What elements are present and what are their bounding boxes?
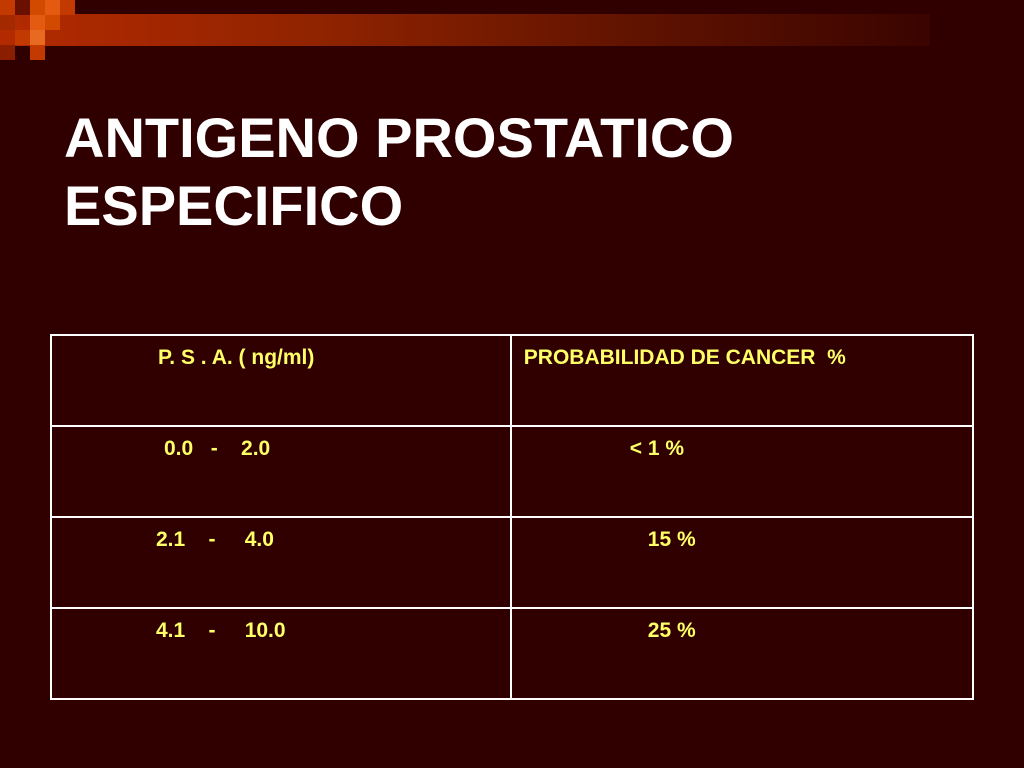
title-line-1: ANTIGENO PROSTATICO	[64, 106, 734, 169]
psa-range-cell: 0.0 - 2.0	[50, 425, 512, 518]
title-line-2: ESPECIFICO	[64, 174, 404, 237]
table-row: 4.1 - 10.0 25 %	[50, 607, 975, 700]
probability-cell: 15 %	[509, 516, 975, 609]
psa-range-cell: 4.1 - 10.0	[50, 607, 512, 700]
header-probability: PROBABILIDAD DE CANCER %	[509, 334, 975, 427]
table-header-row: P. S . A. ( ng/ml) PROBABILIDAD DE CANCE…	[50, 334, 975, 427]
psa-probability-table: P. S . A. ( ng/ml) PROBABILIDAD DE CANCE…	[50, 334, 975, 700]
header-psa: P. S . A. ( ng/ml)	[50, 334, 512, 427]
header-decoration-band	[0, 14, 930, 46]
probability-cell: < 1 %	[509, 425, 975, 518]
probability-cell: 25 %	[509, 607, 975, 700]
table-row: 2.1 - 4.0 15 %	[50, 516, 975, 609]
psa-range-cell: 2.1 - 4.0	[50, 516, 512, 609]
slide-title: ANTIGENO PROSTATICO ESPECIFICO	[64, 104, 734, 240]
table-row: 0.0 - 2.0 < 1 %	[50, 425, 975, 518]
